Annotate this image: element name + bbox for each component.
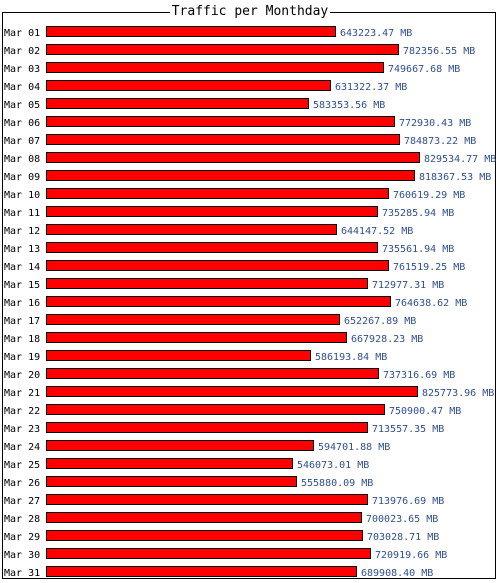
value-label: 760619.29 MB xyxy=(393,190,465,201)
bar xyxy=(46,512,362,523)
value-label: 749667.68 MB xyxy=(388,64,460,75)
value-label: 782356.55 MB xyxy=(403,46,475,57)
bar xyxy=(46,404,385,415)
bar xyxy=(46,206,378,217)
category-label: Mar 05 xyxy=(4,100,40,111)
category-label: Mar 06 xyxy=(4,118,40,129)
category-label: Mar 24 xyxy=(4,442,40,453)
value-label: 735561.94 MB xyxy=(382,244,454,255)
value-label: 583353.56 MB xyxy=(313,100,385,111)
bar xyxy=(46,440,314,451)
category-label: Mar 26 xyxy=(4,478,40,489)
bar xyxy=(46,62,384,73)
bar xyxy=(46,80,331,91)
bar xyxy=(46,566,357,577)
bar xyxy=(46,386,418,397)
value-label: 737316.69 MB xyxy=(383,370,455,381)
bar xyxy=(46,350,311,361)
bar xyxy=(46,224,337,235)
category-label: Mar 03 xyxy=(4,64,40,75)
bar xyxy=(46,152,420,163)
category-label: Mar 15 xyxy=(4,280,40,291)
value-label: 667928.23 MB xyxy=(351,334,423,345)
value-label: 586193.84 MB xyxy=(315,352,387,363)
bar xyxy=(46,296,391,307)
category-label: Mar 13 xyxy=(4,244,40,255)
bar xyxy=(46,134,400,145)
category-label: Mar 20 xyxy=(4,370,40,381)
value-label: 818367.53 MB xyxy=(419,172,491,183)
category-label: Mar 17 xyxy=(4,316,40,327)
bar xyxy=(46,368,379,379)
value-label: 784873.22 MB xyxy=(404,136,476,147)
value-label: 764638.62 MB xyxy=(395,298,467,309)
category-label: Mar 12 xyxy=(4,226,40,237)
category-label: Mar 21 xyxy=(4,388,40,399)
value-label: 761519.25 MB xyxy=(393,262,465,273)
value-label: 712977.31 MB xyxy=(372,280,444,291)
value-label: 825773.96 MB xyxy=(422,388,494,399)
bar xyxy=(46,260,389,271)
bar xyxy=(46,458,293,469)
bar xyxy=(46,422,368,433)
bar xyxy=(46,116,395,127)
value-label: 720919.66 MB xyxy=(375,550,447,561)
category-label: Mar 10 xyxy=(4,190,40,201)
bar xyxy=(46,44,399,55)
value-label: 555880.09 MB xyxy=(301,478,373,489)
value-label: 750900.47 MB xyxy=(389,406,461,417)
value-label: 643223.47 MB xyxy=(340,28,412,39)
category-label: Mar 22 xyxy=(4,406,40,417)
category-label: Mar 29 xyxy=(4,532,40,543)
value-label: 594701.88 MB xyxy=(318,442,390,453)
value-label: 652267.89 MB xyxy=(344,316,416,327)
category-label: Mar 01 xyxy=(4,28,40,39)
category-label: Mar 27 xyxy=(4,496,40,507)
bar xyxy=(46,548,371,559)
bar xyxy=(46,170,415,181)
category-label: Mar 14 xyxy=(4,262,40,273)
bar xyxy=(46,188,389,199)
bar xyxy=(46,494,368,505)
category-label: Mar 08 xyxy=(4,154,40,165)
category-label: Mar 23 xyxy=(4,424,40,435)
bar xyxy=(46,26,336,37)
bar xyxy=(46,98,309,109)
category-label: Mar 16 xyxy=(4,298,40,309)
bar xyxy=(46,314,340,325)
bar xyxy=(46,278,368,289)
value-label: 713976.69 MB xyxy=(372,496,444,507)
bar xyxy=(46,332,347,343)
value-label: 829534.77 MB xyxy=(424,154,496,165)
category-label: Mar 11 xyxy=(4,208,40,219)
value-label: 689908.40 MB xyxy=(361,568,433,579)
category-label: Mar 07 xyxy=(4,136,40,147)
value-label: 713557.35 MB xyxy=(372,424,444,435)
value-label: 644147.52 MB xyxy=(341,226,413,237)
category-label: Mar 28 xyxy=(4,514,40,525)
value-label: 735285.94 MB xyxy=(382,208,454,219)
category-label: Mar 18 xyxy=(4,334,40,345)
value-label: 700023.65 MB xyxy=(366,514,438,525)
value-label: 631322.37 MB xyxy=(335,82,407,93)
category-label: Mar 31 xyxy=(4,568,40,579)
category-label: Mar 04 xyxy=(4,82,40,93)
bar xyxy=(46,476,297,487)
category-label: Mar 19 xyxy=(4,352,40,363)
category-label: Mar 30 xyxy=(4,550,40,561)
category-label: Mar 09 xyxy=(4,172,40,183)
value-label: 546073.01 MB xyxy=(297,460,369,471)
value-label: 703028.71 MB xyxy=(367,532,439,543)
bar xyxy=(46,242,378,253)
chart-title: Traffic per Monthday xyxy=(169,4,331,19)
value-label: 772930.43 MB xyxy=(399,118,471,129)
bar xyxy=(46,530,363,541)
category-label: Mar 02 xyxy=(4,46,40,57)
category-label: Mar 25 xyxy=(4,460,40,471)
